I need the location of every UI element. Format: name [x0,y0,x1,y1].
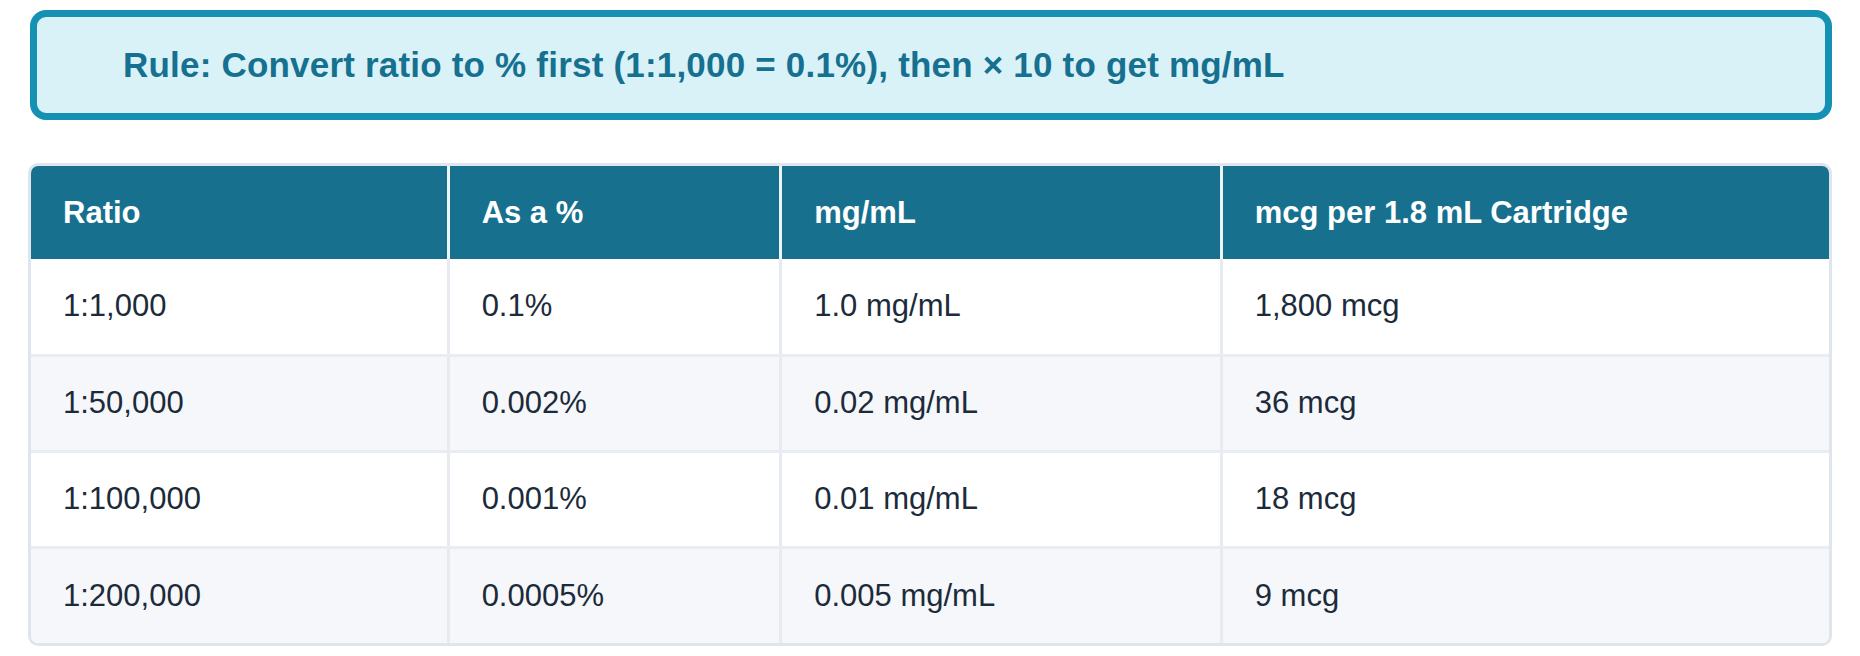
cell-mcg-per-cartridge: 36 mcg [1221,355,1829,451]
conversion-table: Ratio As a % mg/mL mcg per 1.8 mL Cartri… [31,166,1829,643]
cell-percent: 0.1% [448,259,781,355]
cell-percent: 0.0005% [448,547,781,643]
table-row: 1:200,000 0.0005% 0.005 mg/mL 9 mcg [31,547,1829,643]
table-header-row: Ratio As a % mg/mL mcg per 1.8 mL Cartri… [31,166,1829,259]
rule-callout-banner: Rule: Convert ratio to % first (1:1,000 … [30,10,1832,120]
table-row: 1:1,000 0.1% 1.0 mg/mL 1,800 mcg [31,259,1829,355]
header-mg-per-ml: mg/mL [781,166,1222,259]
cell-mg-per-ml: 0.02 mg/mL [781,355,1222,451]
cell-mg-per-ml: 0.005 mg/mL [781,547,1222,643]
cell-percent: 0.001% [448,451,781,547]
rule-text: Rule: Convert ratio to % first (1:1,000 … [123,45,1285,85]
cell-mcg-per-cartridge: 18 mcg [1221,451,1829,547]
page-background: Rule: Convert ratio to % first (1:1,000 … [0,0,1860,656]
cell-mg-per-ml: 1.0 mg/mL [781,259,1222,355]
cell-ratio: 1:200,000 [31,547,448,643]
cell-percent: 0.002% [448,355,781,451]
table-row: 1:50,000 0.002% 0.02 mg/mL 36 mcg [31,355,1829,451]
cell-ratio: 1:1,000 [31,259,448,355]
cell-mg-per-ml: 0.01 mg/mL [781,451,1222,547]
header-percent: As a % [448,166,781,259]
cell-ratio: 1:50,000 [31,355,448,451]
conversion-table-container: Ratio As a % mg/mL mcg per 1.8 mL Cartri… [28,163,1832,646]
cell-ratio: 1:100,000 [31,451,448,547]
header-mcg-per-cartridge: mcg per 1.8 mL Cartridge [1221,166,1829,259]
cell-mcg-per-cartridge: 1,800 mcg [1221,259,1829,355]
cell-mcg-per-cartridge: 9 mcg [1221,547,1829,643]
table-row: 1:100,000 0.001% 0.01 mg/mL 18 mcg [31,451,1829,547]
header-ratio: Ratio [31,166,448,259]
